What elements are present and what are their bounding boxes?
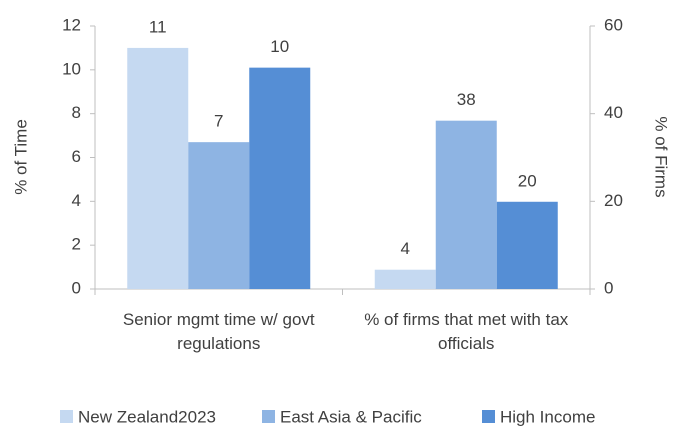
value-label: 7 xyxy=(214,112,223,131)
legend-label: New Zealand2023 xyxy=(78,407,216,426)
bar xyxy=(127,47,189,289)
y2-tick-label: 60 xyxy=(604,15,623,34)
value-label: 11 xyxy=(149,17,167,36)
bar xyxy=(496,201,558,289)
bar xyxy=(188,142,250,289)
y2-tick-label: 40 xyxy=(604,103,623,122)
y-tick-label: 2 xyxy=(72,235,81,254)
y-tick-label: 8 xyxy=(72,103,81,122)
y2-axis-label: % of Firms xyxy=(652,116,671,197)
bar xyxy=(374,269,436,289)
y2-tick-label: 20 xyxy=(604,191,623,210)
legend-swatch xyxy=(482,410,495,423)
bar xyxy=(435,120,497,290)
x-tick-label: % of firms that met with tax officials xyxy=(364,310,569,353)
value-label: 4 xyxy=(401,239,410,258)
y-axis-label: % of Time xyxy=(11,119,30,195)
legend-swatch xyxy=(60,410,73,423)
y-tick-label: 10 xyxy=(62,59,81,78)
value-label: 38 xyxy=(457,90,476,109)
legend-label: East Asia & Pacific xyxy=(280,407,422,426)
x-tick-label: Senior mgmt time w/ govt regulations xyxy=(122,310,315,353)
y-tick-label: 12 xyxy=(62,15,81,34)
y-tick-label: 4 xyxy=(72,191,81,210)
bar xyxy=(249,67,311,290)
y-tick-label: 6 xyxy=(72,147,81,166)
legend-label: High Income xyxy=(500,407,595,426)
legend-swatch xyxy=(262,410,275,423)
value-label: 20 xyxy=(518,171,537,190)
y2-tick-label: 0 xyxy=(604,278,613,297)
y-tick-label: 0 xyxy=(72,278,81,297)
value-label: 10 xyxy=(270,37,289,56)
